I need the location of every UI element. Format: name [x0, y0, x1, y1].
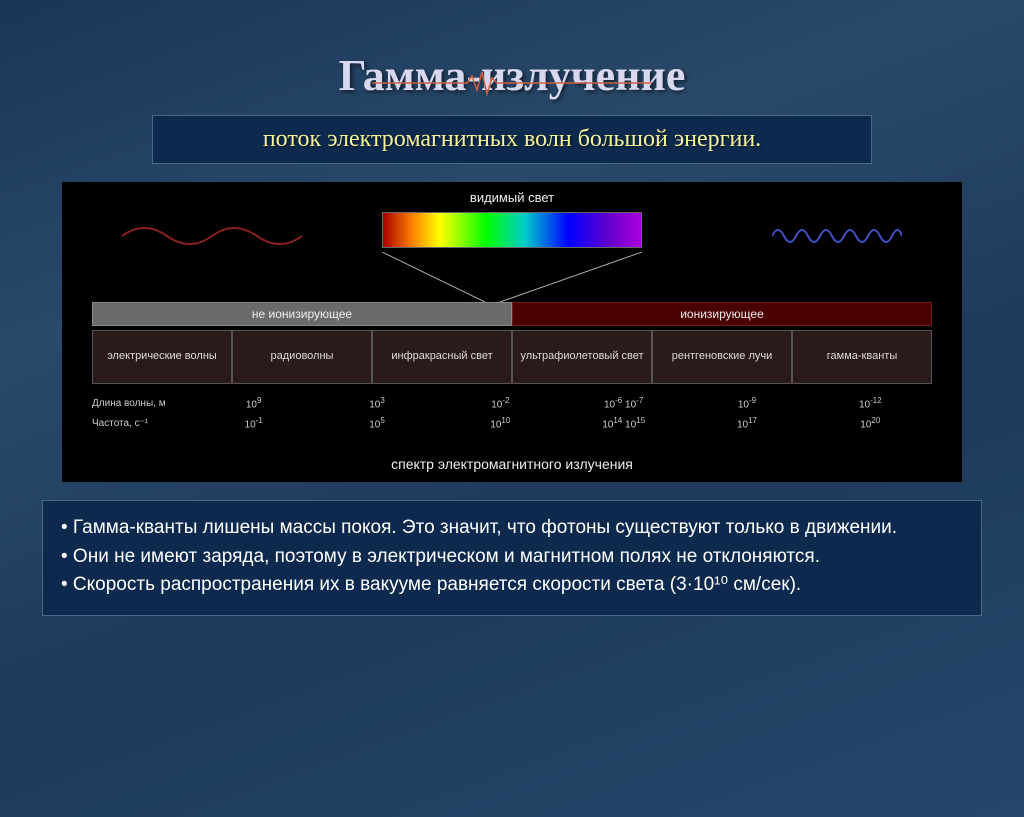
wl-3: 10-6 10-7	[562, 396, 685, 410]
wavelength-label: Длина волны, м	[92, 398, 192, 409]
fr-4: 1017	[685, 416, 808, 430]
bullet-2: • Они не имеют заряда, поэтому в электри…	[61, 544, 963, 571]
wl-0: 109	[192, 396, 315, 410]
non-ionizing-label: не ионизирующее	[92, 302, 512, 326]
visible-spectrum-gradient	[382, 212, 642, 248]
frequency-row: Частота, с⁻¹ 10-1 105 1010 1014 1015 101…	[92, 416, 932, 430]
short-wave-icon	[772, 224, 902, 248]
band-radio: радиоволны	[232, 330, 372, 384]
wl-4: 10-9	[685, 396, 808, 410]
bullet-3: • Скорость распространения их в вакууме …	[61, 572, 963, 599]
fr-5: 1020	[809, 416, 932, 430]
wl-1: 103	[315, 396, 438, 410]
band-infrared: инфракрасный свет	[372, 330, 512, 384]
fr-3: 1014 1015	[562, 416, 685, 430]
subtitle-box: поток электромагнитных волн большой энер…	[152, 115, 872, 164]
subtitle-text: поток электромагнитных волн большой энер…	[263, 126, 761, 152]
ionization-row: не ионизирующее ионизирующее	[92, 302, 932, 326]
bullet-list: • Гамма-кванты лишены массы покоя. Это з…	[42, 500, 982, 616]
ekg-decoration	[372, 68, 652, 98]
band-xray: рентгеновские лучи	[652, 330, 792, 384]
bullet-1: • Гамма-кванты лишены массы покоя. Это з…	[61, 515, 963, 542]
wl-5: 10-12	[809, 396, 932, 410]
visible-light-label: видимый свет	[470, 190, 554, 205]
wl-2: 10-2	[439, 396, 562, 410]
wavelength-row: Длина волны, м 109 103 10-2 10-6 10-7 10…	[92, 396, 932, 410]
band-uv: ультрафиолетовый свет	[512, 330, 652, 384]
fr-0: 10-1	[192, 416, 315, 430]
fr-2: 1010	[439, 416, 562, 430]
band-gamma: гамма-кванты	[792, 330, 932, 384]
ionizing-label: ионизирующее	[512, 302, 932, 326]
fr-1: 105	[315, 416, 438, 430]
long-wave-icon	[122, 224, 302, 248]
band-electric: электрические волны	[92, 330, 232, 384]
spectrum-caption: спектр электромагнитного излучения	[62, 456, 962, 472]
bands-row: электрические волны радиоволны инфракрас…	[92, 330, 932, 384]
visible-projection-lines	[382, 252, 642, 302]
frequency-label: Частота, с⁻¹	[92, 418, 192, 429]
spectrum-diagram: видимый свет не ионизирующее ионизирующе…	[62, 182, 962, 482]
